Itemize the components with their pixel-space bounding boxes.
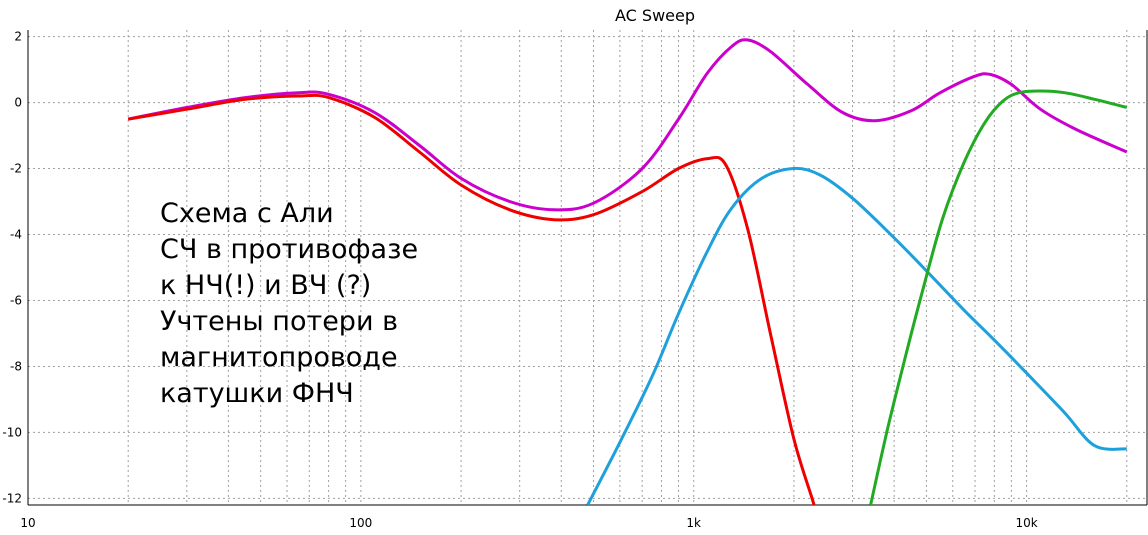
y-tick-label: -8 xyxy=(10,359,22,373)
series-lines xyxy=(127,38,1128,505)
tick-labels: 2 0 -2 -4 -6 -8 -10 -12 10 100 1k 10k xyxy=(2,30,1037,530)
x-tick-label: 100 xyxy=(349,516,372,530)
y-tick-label: -2 xyxy=(10,162,22,176)
x-tick-label: 10k xyxy=(1015,516,1037,530)
y-tick-label: -12 xyxy=(2,491,22,505)
series-line-4 xyxy=(869,89,1128,505)
series-line-3 xyxy=(586,166,1127,505)
series-line-2 xyxy=(127,93,816,505)
y-tick-label: -10 xyxy=(2,425,22,439)
annotation-line: магнитопроводе xyxy=(160,342,398,373)
y-tick-label: -4 xyxy=(10,228,22,242)
annotation-line: к НЧ(!) и ВЧ (?) xyxy=(160,270,372,301)
axes xyxy=(27,30,1148,506)
y-tick-label: 2 xyxy=(14,30,22,44)
chart-title: AC Sweep xyxy=(615,6,695,25)
x-tick-label: 1k xyxy=(686,516,701,530)
annotation-line: СЧ в противофазе xyxy=(160,234,419,265)
series-line-1 xyxy=(127,38,1128,212)
annotation-text: Схема с Али СЧ в противофазе к НЧ(!) и В… xyxy=(160,196,418,412)
annotation-line: Схема с Али xyxy=(160,198,334,229)
annotation-line: Учтены потери в xyxy=(160,306,398,337)
y-tick-label: -6 xyxy=(10,293,22,307)
x-tick-label: 10 xyxy=(20,516,35,530)
y-tick-label: 0 xyxy=(14,96,22,110)
annotation-line: катушки ФНЧ xyxy=(160,378,354,409)
